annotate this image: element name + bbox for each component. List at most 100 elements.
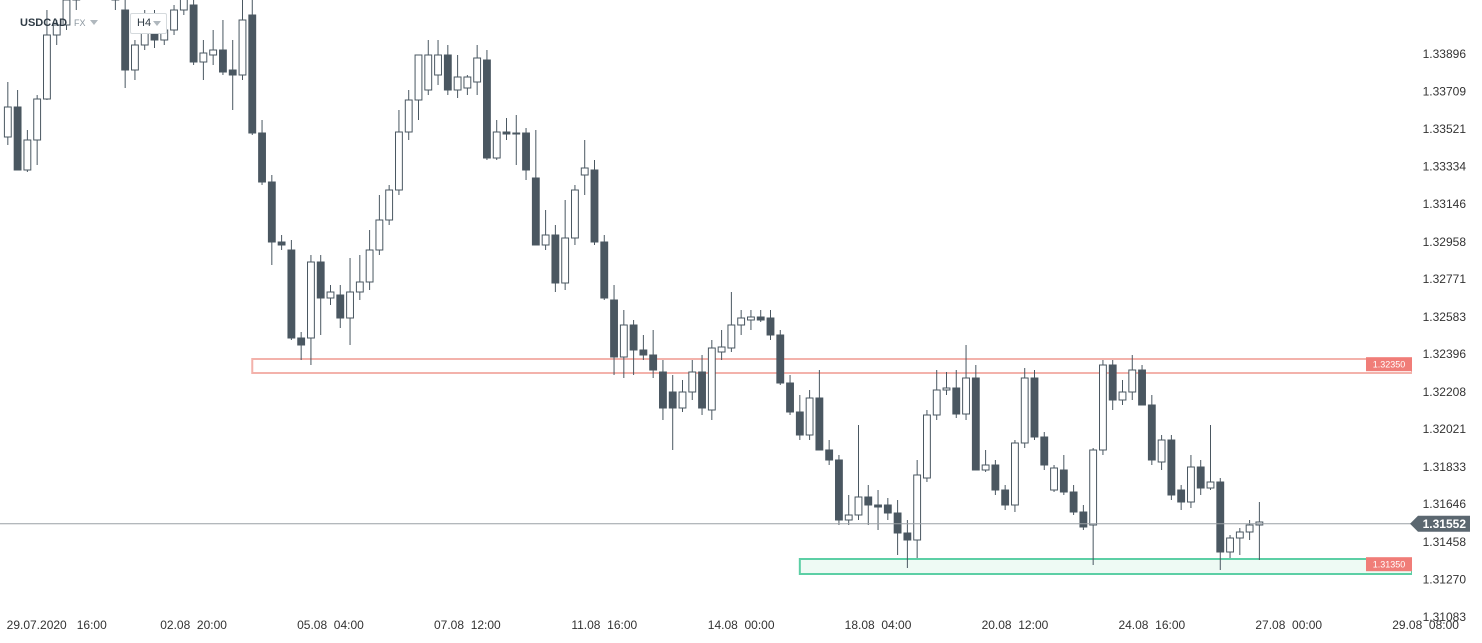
x-tick-label: 14.08 00:00 [708,618,775,632]
y-tick-label: 1.31458 [1423,535,1467,549]
candle-body [835,459,843,521]
candle-body [590,169,599,243]
candle-body [287,249,296,339]
candle-body [483,59,491,159]
candle-body [326,291,335,299]
y-tick-label: 1.31270 [1423,572,1467,586]
y-tick-label: 1.32958 [1423,235,1467,249]
y-tick-label: 1.32583 [1423,310,1467,324]
candle-body [756,316,765,321]
candle-body [238,19,247,76]
candle-body [1157,439,1166,463]
candle-body [13,106,22,171]
plot-area [3,0,1412,575]
candle-body [1128,369,1137,393]
x-tick-label: 18.08 04:00 [845,618,912,632]
candle-body [375,219,384,251]
y-tick-label: 1.33521 [1423,122,1467,136]
candle-body [923,414,931,479]
candle-body [385,189,394,221]
market: FX [74,18,86,28]
candle-body [219,49,227,73]
candle-body [952,387,961,415]
candle-body [1138,369,1146,406]
candle-body [766,317,775,336]
zone-label: 1.31350 [1373,560,1406,570]
candle-body [727,324,736,349]
y-tick-label: 1.31646 [1423,497,1467,511]
x-tick-label: 07.08 12:00 [434,618,501,632]
candle-body [610,299,618,358]
candle-body [786,382,794,413]
x-tick-label: 29.07.2020 16:00 [7,618,107,632]
candle-body [629,324,638,351]
candle-body [844,514,853,521]
y-tick-label: 1.32021 [1423,422,1467,436]
y-tick-label: 1.33709 [1423,85,1467,99]
candle-body [1147,404,1156,461]
zone-tag [1366,557,1412,572]
x-tick-label: 02.08 20:00 [160,618,227,632]
candle-body [248,14,257,134]
candle-body [864,496,873,506]
y-tick-label: 1.33896 [1423,47,1467,61]
candle-body [551,234,560,284]
candle-body [541,234,550,246]
zone [251,358,1412,374]
candle-body [981,464,990,471]
candle-body [121,9,130,71]
candle-body [199,52,208,63]
candle-body [1167,439,1176,496]
candle-body [1011,442,1019,506]
candle-body [189,4,198,63]
candle-body [619,324,628,358]
symbol[interactable]: USDCAD [20,17,68,29]
y-tick-label: 1.33146 [1423,197,1467,211]
candle-body [52,24,61,36]
candle-body [678,391,687,409]
x-tick-label: 29.08 08:00 [1392,618,1459,632]
candle-body [209,49,218,56]
y-tick-label: 1.32396 [1423,347,1467,361]
candle-body [1069,491,1078,513]
candle-body [258,132,266,183]
candle-body [561,237,570,284]
candle-body [1030,377,1039,438]
candle-body [942,387,951,391]
candle-body [316,261,325,299]
candle-body [962,377,970,415]
candle-body [659,371,667,409]
zone [798,558,1412,575]
candle-body [825,449,834,461]
candle-body [463,76,472,89]
timeframe-select[interactable]: H4 [130,13,167,34]
zone-tag [1366,357,1412,372]
candle-body [395,131,403,191]
candle-body [1050,467,1058,491]
candle-body [805,397,814,436]
candle-body [1079,511,1088,528]
candle-body [776,334,785,384]
candle-body [3,106,12,138]
x-tick-label: 11.08 16:00 [571,618,637,632]
candle-body [893,512,902,534]
candle-body [453,76,462,91]
candle-body [1118,391,1127,401]
timeframe: H4 [137,17,152,29]
candle-body [580,167,589,176]
candle-body [1040,436,1049,466]
candle-body [346,291,354,319]
candle-body [434,54,442,76]
candle-body [355,281,364,293]
candle-body [883,504,892,514]
candle-body [1059,469,1068,493]
candle-body [1001,489,1010,506]
candle-body [747,316,755,321]
candle-body [277,241,286,246]
candle-body [43,34,51,100]
candle-body [1245,524,1254,533]
candle-body [639,349,648,356]
candle-body [913,474,922,541]
market-dropdown[interactable] [89,19,99,27]
x-tick-label: 05.08 04:00 [297,618,364,632]
